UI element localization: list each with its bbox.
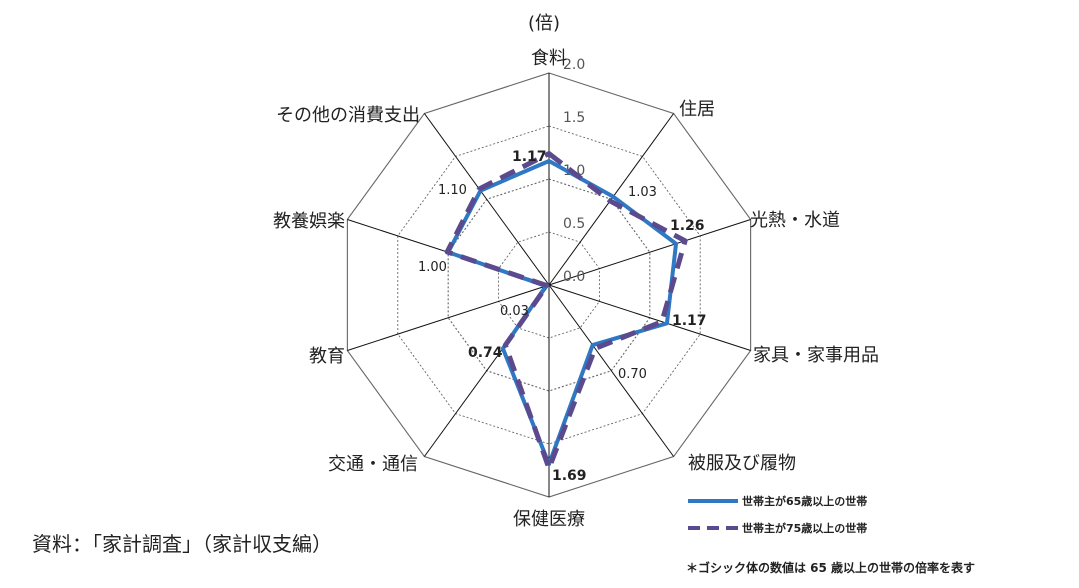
legend-label-65: 世帯主が65歳以上の世帯 <box>742 494 867 508</box>
radar-tick-labels: 0.00.51.01.52.0 <box>563 57 585 285</box>
category-label: 交通・通信 <box>328 454 418 475</box>
tick-label: 2.0 <box>563 57 585 73</box>
radar-series <box>444 151 688 471</box>
tick-label: 0.0 <box>563 269 585 285</box>
data-label: 0.03 <box>500 304 529 319</box>
category-label: 光熱・水道 <box>750 210 840 231</box>
data-label: 1.17 <box>512 149 547 165</box>
data-label: 1.69 <box>552 468 587 484</box>
data-label: 1.00 <box>418 260 447 275</box>
data-labels: 1.17 1.03 1.26 1.17 0.70 1.69 0.74 0.03 1.00 1.10 <box>418 149 707 484</box>
category-label: 家具・家事用品 <box>753 345 879 366</box>
series-line-2 <box>444 151 688 471</box>
data-label: 1.26 <box>670 218 705 234</box>
spoke-line <box>347 284 550 351</box>
spoke-line <box>548 219 751 286</box>
source-note: 資料：「家計調査」（家計収支編） <box>32 532 332 556</box>
spoke-line <box>548 284 675 457</box>
category-label: 被服及び履物 <box>688 453 796 474</box>
legend: 世帯主が65歳以上の世帯 世帯主が75歳以上の世帯 <box>688 494 867 535</box>
data-label: 0.74 <box>468 345 503 361</box>
data-label: 1.03 <box>628 185 657 200</box>
data-label: 1.17 <box>672 313 707 329</box>
unit-label: (倍) <box>528 13 560 34</box>
footnote: ＊ゴシック体の数値は 65 歳以上の世帯の倍率を表す <box>686 560 975 575</box>
category-label: 教育 <box>309 346 345 367</box>
category-label: 保健医療 <box>513 509 585 530</box>
series-line-1 <box>446 158 679 467</box>
legend-label-75: 世帯主が75歳以上の世帯 <box>742 521 867 535</box>
tick-label: 1.5 <box>563 110 585 126</box>
spoke-line <box>548 284 751 351</box>
spoke-line <box>423 113 550 286</box>
category-label: 食料 <box>531 48 567 69</box>
data-label: 1.10 <box>438 183 467 198</box>
grid-ring <box>498 231 600 339</box>
data-label: 0.70 <box>618 367 647 382</box>
category-label: その他の消費支出 <box>276 105 420 126</box>
tick-label: 0.5 <box>563 216 585 232</box>
grid-ring <box>447 178 651 392</box>
category-label: 教養娯楽 <box>273 211 345 232</box>
category-label: 住居 <box>679 99 715 120</box>
